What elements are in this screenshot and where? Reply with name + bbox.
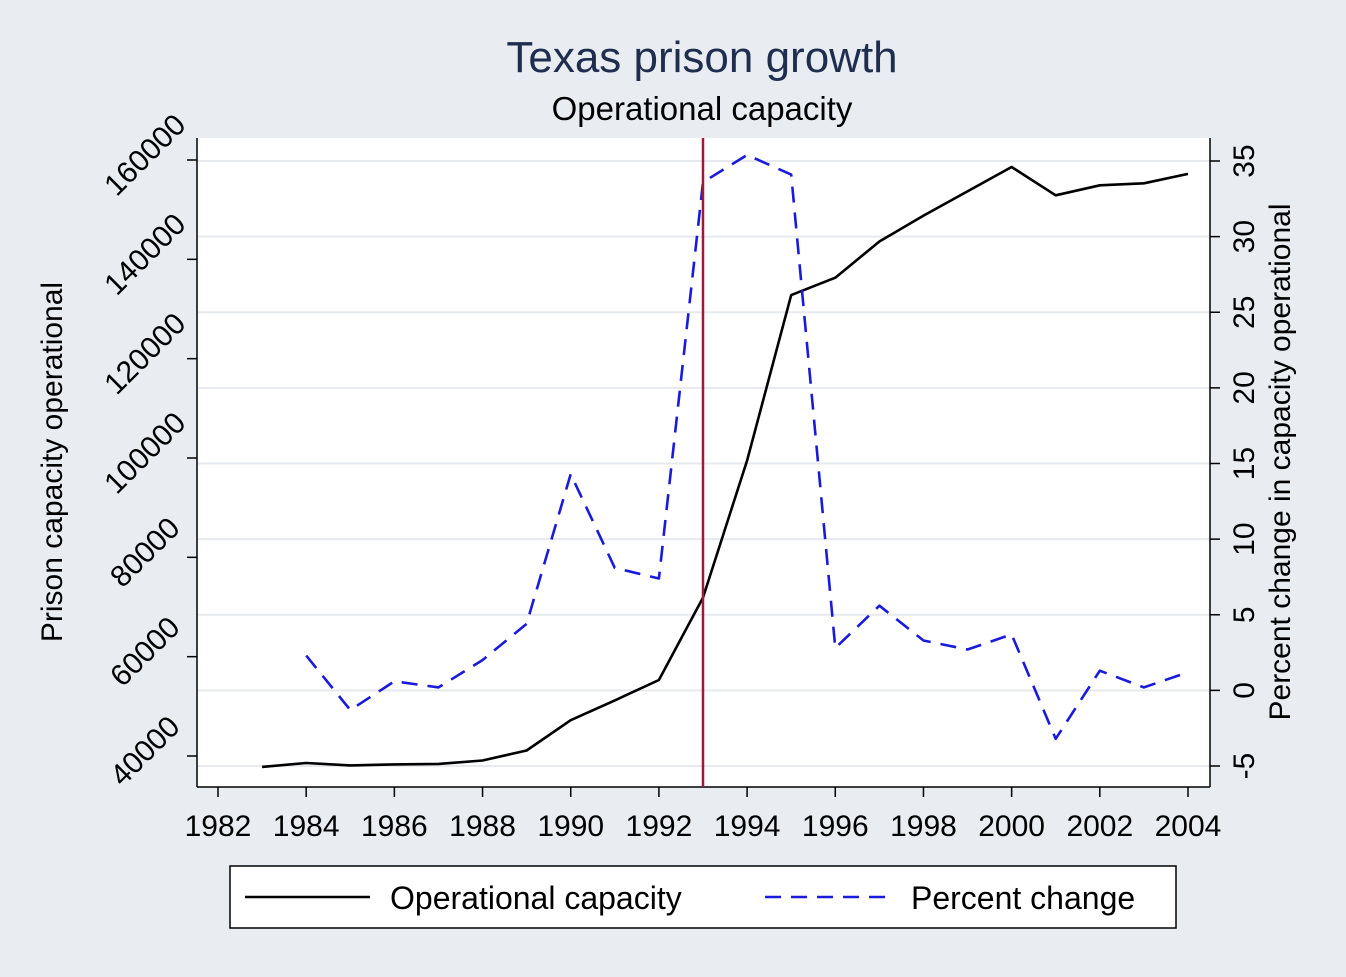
- legend-box: [229, 865, 1177, 929]
- x-tick-label: 1984: [273, 810, 340, 843]
- x-tick-label: 1996: [802, 810, 869, 843]
- chart-legend: Operational capacity Percent change: [229, 865, 1177, 929]
- legend-label-capacity: Operational capacity: [390, 880, 682, 916]
- y-right-tick-label: 0: [1228, 682, 1261, 699]
- y-axis-left-label: Prison capacity operational: [36, 282, 69, 642]
- y-right-tick-label: 35: [1228, 144, 1261, 177]
- y-right-tick-label: 15: [1228, 447, 1261, 480]
- series-line-percent-change: [305, 153, 1189, 741]
- x-tick-label: 2002: [1066, 810, 1133, 843]
- x-tick-label: 1988: [449, 810, 516, 843]
- y-axis-right-label: Percent change in capacity operational: [1264, 203, 1297, 720]
- x-tick-label: 1982: [185, 810, 252, 843]
- y-right-tick-label: 30: [1228, 220, 1261, 253]
- x-tick-label: 1998: [890, 810, 957, 843]
- chart-title: Texas prison growth: [506, 33, 897, 82]
- chart-subtitle: Operational capacity: [552, 90, 853, 127]
- y-right-tick-label: -5: [1228, 753, 1261, 780]
- y-right-tick-label: 25: [1228, 296, 1261, 329]
- y-right-tick-label: 20: [1228, 371, 1261, 404]
- y-right-tick-label: 10: [1228, 522, 1261, 555]
- x-tick-label: 1986: [361, 810, 428, 843]
- legend-label-percent: Percent change: [911, 880, 1135, 916]
- x-tick-label: 1994: [714, 810, 781, 843]
- x-tick-label: 1992: [626, 810, 693, 843]
- x-tick-label: 1990: [537, 810, 604, 843]
- plot-area: 1982 1984 1986 1988 1990 1992 1994 1996 1998 2000…: [98, 108, 1261, 843]
- x-tick-label: 2000: [978, 810, 1045, 843]
- y-right-tick-label: 5: [1228, 606, 1261, 623]
- x-tick-label: 2004: [1155, 810, 1222, 843]
